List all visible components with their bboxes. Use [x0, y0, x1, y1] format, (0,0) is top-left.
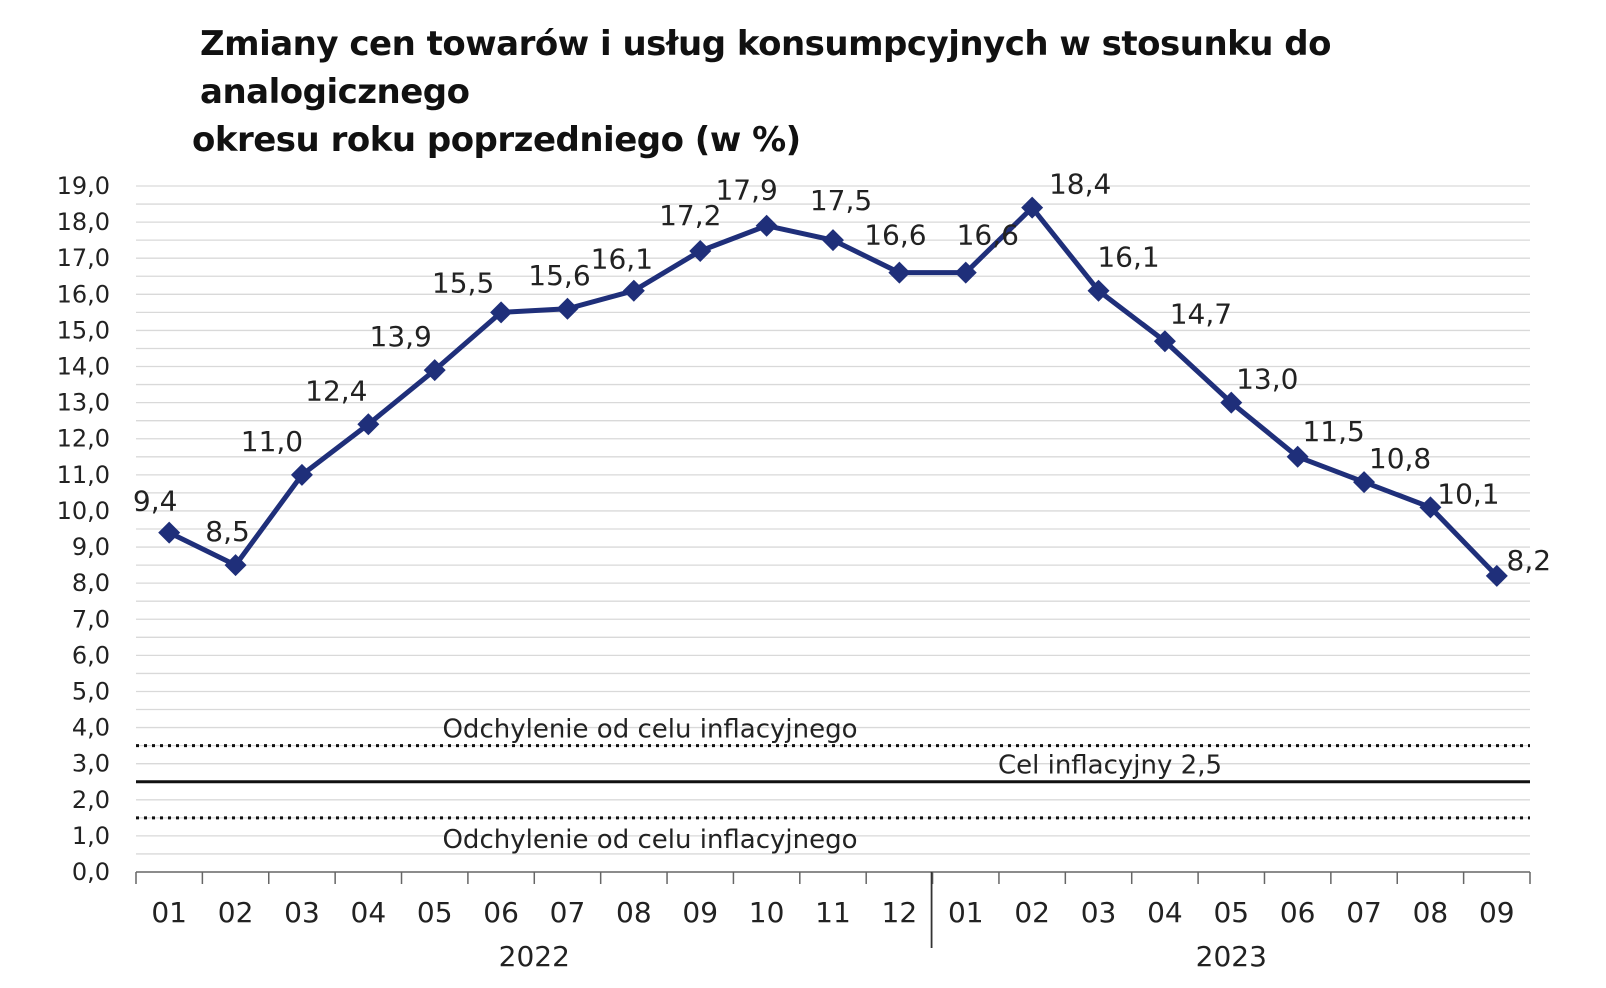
- x-tick-label: 01: [948, 896, 984, 929]
- data-point-marker: [290, 463, 313, 486]
- y-tick-label: 9,0: [72, 533, 110, 561]
- x-tick-label: 08: [1413, 896, 1449, 929]
- y-tick-label: 1,0: [72, 822, 110, 850]
- data-point-marker: [224, 554, 247, 577]
- data-point-marker: [1286, 445, 1309, 468]
- data-label: 8,5: [205, 515, 250, 548]
- y-tick-label: 13,0: [57, 389, 110, 417]
- data-label: 16,6: [957, 219, 1019, 252]
- data-label: 16,1: [1097, 241, 1159, 274]
- x-tick-label: 11: [815, 896, 851, 929]
- x-tick-label: 02: [218, 896, 254, 929]
- reference-lines: Odchylenie od celu inflacyjnego Cel infla…: [136, 715, 1530, 855]
- y-tick-label: 6,0: [72, 641, 110, 669]
- data-point-marker: [622, 279, 645, 302]
- data-point-marker: [158, 521, 181, 544]
- y-tick-label: 8,0: [72, 569, 110, 597]
- y-tick-label: 0,0: [72, 858, 110, 886]
- y-tick-label: 3,0: [72, 750, 110, 778]
- y-tick-label: 2,0: [72, 786, 110, 814]
- x-tick-label: 09: [1479, 896, 1515, 929]
- x-tick-label: 09: [682, 896, 718, 929]
- x-tick-label: 06: [1280, 896, 1316, 929]
- reference-line-label: Cel inflacyjny 2,5: [998, 751, 1222, 781]
- y-tick-label: 16,0: [57, 280, 110, 308]
- data-point-marker: [357, 413, 380, 436]
- reference-line-label: Odchylenie od celu inflacyjnego: [442, 825, 857, 855]
- data-label: 12,4: [305, 374, 367, 407]
- data-label: 17,9: [715, 174, 777, 207]
- data-point-marker: [822, 229, 844, 252]
- x-tick-label: 05: [417, 896, 453, 929]
- y-tick-label: 7,0: [72, 605, 110, 633]
- x-tick-label: 04: [1147, 896, 1183, 929]
- y-tick-label: 12,0: [57, 425, 110, 453]
- x-tick-label: 03: [1081, 896, 1117, 929]
- data-label: 15,6: [528, 259, 590, 292]
- x-tick-label: 04: [351, 896, 387, 929]
- y-tick-label: 10,0: [57, 497, 110, 525]
- data-point-marker: [423, 359, 446, 382]
- reference-line-label: Odchylenie od celu inflacyjnego: [442, 715, 857, 745]
- x-axis: 01 02 03 04 05 06 07 08 09 10 11 12 01 02 03 04 05 06 07 08…: [135, 871, 1531, 973]
- data-labels: 9,48,511,012,413,915,5 15,6 16,117,217,9 17…: [133, 168, 1551, 577]
- data-point-marker: [1087, 279, 1110, 302]
- data-label: 14,7: [1170, 297, 1232, 330]
- y-axis: 0,0 1,0 2,0 3,0 4,0 5,0 6,0 7,0 8,0 9,0 10,0 11,0 12…: [57, 172, 110, 886]
- data-label: 11,5: [1302, 415, 1364, 448]
- x-tick-label: 10: [749, 896, 785, 929]
- series: [158, 196, 1508, 587]
- data-label: 16,1: [591, 243, 653, 276]
- y-tick-label: 17,0: [57, 244, 110, 272]
- data-point-marker: [1021, 196, 1044, 219]
- x-tick-label: 05: [1213, 896, 1249, 929]
- data-point-marker: [689, 239, 712, 262]
- x-tick-label: 03: [284, 896, 320, 929]
- data-point-marker: [1153, 330, 1176, 353]
- data-label: 17,2: [659, 199, 721, 232]
- x-tick-label: 02: [1014, 896, 1050, 929]
- data-label: 9,4: [133, 485, 178, 518]
- data-label: 15,5: [432, 266, 494, 299]
- data-point-marker: [556, 297, 579, 320]
- chart-title: Zmiany cen towarów i usług konsumpcyjnyc…: [192, 20, 1560, 164]
- y-tick-label: 19,0: [57, 172, 110, 200]
- data-label: 13,9: [370, 320, 432, 353]
- x-tick-label: 01: [151, 896, 187, 929]
- data-label: 10,8: [1369, 442, 1431, 475]
- data-point-marker: [490, 301, 513, 324]
- data-point-marker: [1353, 471, 1376, 494]
- data-point-marker: [1485, 564, 1508, 587]
- x-tick-label: 12: [882, 896, 918, 929]
- x-tick-label: 06: [483, 896, 519, 929]
- chart-title-line-2: okresu roku poprzedniego (w %): [192, 120, 801, 160]
- y-tick-label: 15,0: [57, 316, 110, 344]
- data-point-marker: [755, 214, 778, 237]
- data-label: 11,0: [241, 425, 303, 458]
- data-label: 17,5: [810, 184, 872, 217]
- data-point-marker: [1220, 391, 1243, 414]
- year-label: 2023: [1196, 940, 1267, 973]
- x-tick-label: 07: [1346, 896, 1382, 929]
- x-tick-label: 08: [616, 896, 652, 929]
- y-tick-label: 14,0: [57, 353, 110, 381]
- data-point-marker: [888, 261, 911, 284]
- data-label: 18,4: [1049, 168, 1111, 201]
- y-tick-label: 11,0: [57, 461, 110, 489]
- data-label: 13,0: [1236, 363, 1298, 396]
- data-label: 16,6: [864, 219, 926, 252]
- x-tick-label: 07: [550, 896, 586, 929]
- data-point-marker: [954, 261, 977, 284]
- y-tick-label: 4,0: [72, 714, 110, 742]
- chart-title-line-1: Zmiany cen towarów i usług konsumpcyjnyc…: [200, 24, 1332, 112]
- gridlines: [136, 185, 1530, 855]
- year-label: 2022: [499, 940, 570, 973]
- y-tick-label: 18,0: [57, 208, 110, 236]
- y-tick-label: 5,0: [72, 677, 110, 705]
- data-label: 10,1: [1437, 477, 1499, 510]
- data-point-marker: [1419, 496, 1442, 519]
- data-label: 8,2: [1507, 544, 1552, 577]
